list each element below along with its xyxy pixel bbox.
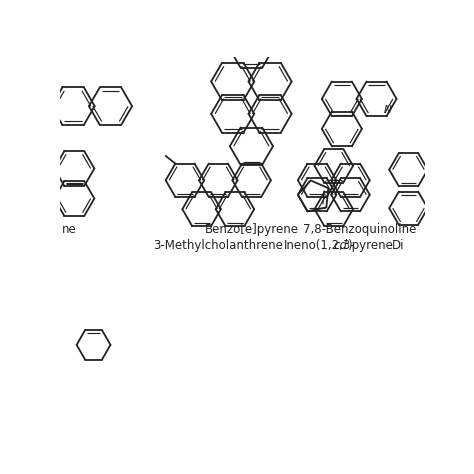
Text: Di: Di <box>392 238 404 252</box>
Text: )pyrene: )pyrene <box>347 238 393 252</box>
Text: 7,8-Benzoquinoline: 7,8-Benzoquinoline <box>302 223 416 236</box>
Text: ne: ne <box>62 223 77 236</box>
Text: Ineno(1,2,3-: Ineno(1,2,3- <box>284 238 356 252</box>
Text: cd: cd <box>334 238 348 252</box>
Text: N: N <box>383 105 392 115</box>
Text: 3-Methylcholanthrene: 3-Methylcholanthrene <box>154 238 283 252</box>
Text: Benzo[e]pyrene: Benzo[e]pyrene <box>204 223 299 236</box>
